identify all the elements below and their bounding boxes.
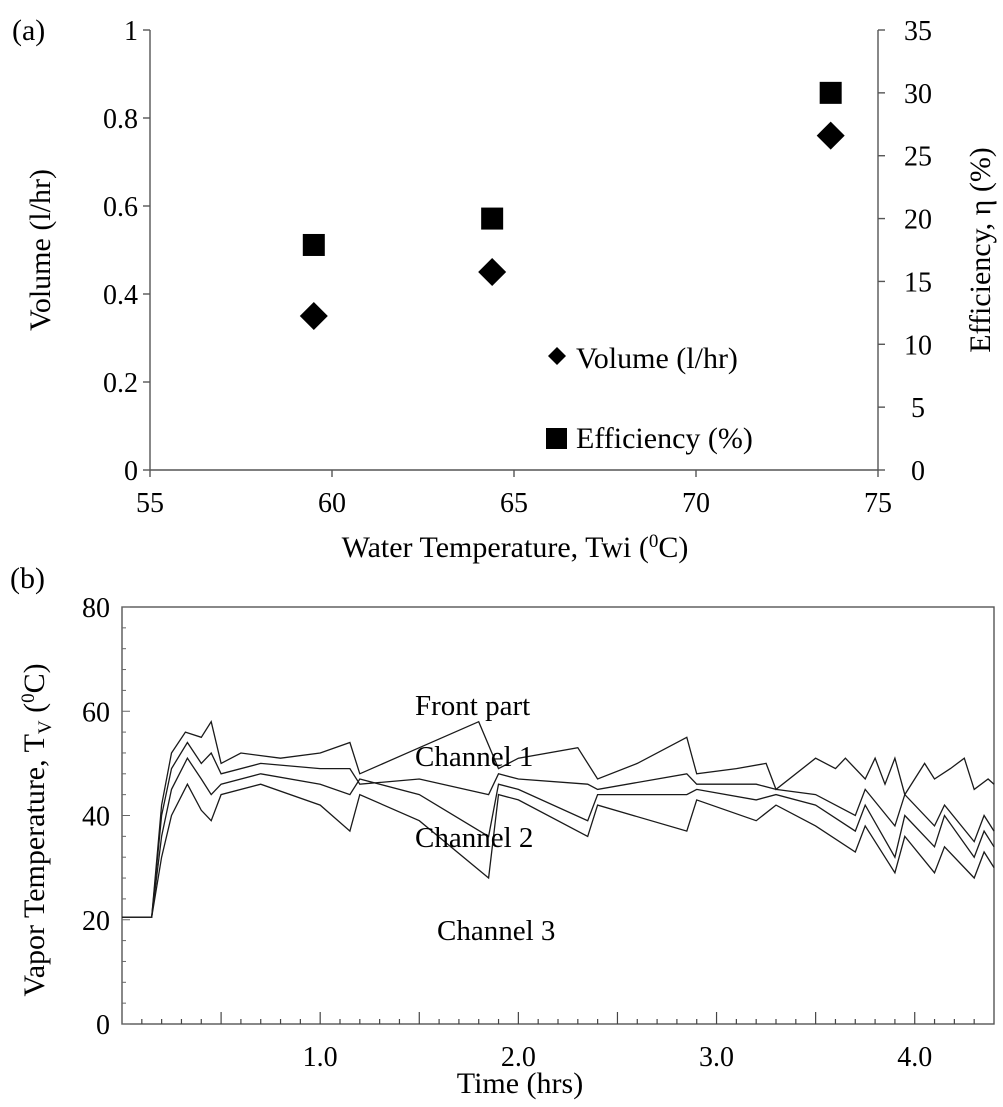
trace-channel-2 <box>122 756 995 918</box>
panel-a-right-y-ticks: 0 5 10 15 20 25 30 35 <box>878 16 932 487</box>
panel-b-y-tick-label: 0 <box>96 1010 110 1041</box>
panel-a-y-tick-label: 0.4 <box>103 280 138 311</box>
efficiency-point <box>819 81 842 104</box>
panel-a-y2-tick-label: 0 <box>911 456 925 487</box>
panel-a-scatter-chart: (a) 55 60 65 70 75 0 0.2 0.4 0.6 0.8 1 0 5 10 15 20 25… <box>12 14 997 564</box>
panel-b-x-tick-label: 4.0 <box>897 1042 932 1073</box>
panel-a-left-y-ticks: 0 0.2 0.4 0.6 0.8 1 <box>103 16 150 487</box>
panel-a-y-tick-label: 0.2 <box>103 368 138 399</box>
panel-a-label: (a) <box>12 14 45 47</box>
panel-a-y-tick-label: 0 <box>124 456 138 487</box>
legend-diamond-marker <box>548 347 566 365</box>
efficiency-point <box>481 207 504 230</box>
panel-a-x-axis-title: Water Temperature, Twi (0C) <box>342 531 689 564</box>
panel-b-traces <box>122 720 995 918</box>
panel-b-x-axis-title: Time (hrs) <box>457 1067 583 1100</box>
panel-a-y2-tick-label: 20 <box>904 205 932 236</box>
legend-square-marker <box>546 428 567 449</box>
panel-a-x-tick-label: 60 <box>318 488 346 519</box>
volume-point <box>299 302 328 330</box>
annotation-front-part: Front part <box>415 690 530 722</box>
panel-a-legend: Volume (l/hr) Efficiency (%) <box>546 342 753 455</box>
panel-a-y2-tick-label: 35 <box>904 16 932 47</box>
panel-a-x-tick-label: 55 <box>136 488 164 519</box>
panel-b-x-ticks: 1.0 2.0 3.0 4.0 <box>141 1012 975 1073</box>
panel-b-label: (b) <box>10 562 45 595</box>
annotation-channel-3: Channel 3 <box>437 915 555 947</box>
panel-b-y-tick-label: 60 <box>82 697 110 728</box>
panel-b-y-tick-label: 20 <box>82 906 110 937</box>
panel-a-y2-tick-label: 15 <box>904 267 932 298</box>
panel-a-left-y-axis-title: Volume (l/hr) <box>24 169 57 331</box>
legend-volume-label: Volume (l/hr) <box>576 342 738 375</box>
panel-b-plot-frame <box>121 606 995 1025</box>
panel-a-right-y-axis-title: Efficiency, η (%) <box>964 147 997 353</box>
panel-b-x-tick-label: 2.0 <box>501 1042 536 1073</box>
panel-b-x-tick-label: 3.0 <box>699 1042 734 1073</box>
panel-a-y2-tick-label: 5 <box>911 393 925 424</box>
panel-b-y-axis-title: Vapor Temperature, TV (0C) <box>18 663 56 996</box>
volume-point <box>816 121 845 150</box>
panel-a-y2-tick-label: 30 <box>904 79 932 110</box>
trace-front-part <box>122 720 995 918</box>
panel-a-x-tick-label: 65 <box>500 488 528 519</box>
panel-a-y2-tick-label: 25 <box>904 142 932 173</box>
panel-a-y-tick-label: 0.6 <box>103 192 138 223</box>
panel-b-line-chart: (b) 1.0 2.0 3.0 4.0 0 20 40 60 80 Front part Ch… <box>10 562 995 1100</box>
panel-a-x-ticks: 55 60 65 70 75 <box>136 470 892 519</box>
panel-b-y-tick-label: 40 <box>82 802 110 833</box>
trace-channel-1 <box>122 741 995 918</box>
panel-a-x-tick-label: 75 <box>864 488 892 519</box>
panel-a-x-tick-label: 70 <box>682 488 710 519</box>
panel-a-y2-tick-label: 10 <box>904 330 932 361</box>
efficiency-point <box>302 233 325 256</box>
panel-b-y-ticks: 0 20 40 60 80 <box>82 593 130 1041</box>
panel-b-y-tick-label: 80 <box>82 593 110 624</box>
panel-b-x-tick-label: 1.0 <box>303 1042 338 1073</box>
annotation-channel-2: Channel 2 <box>415 822 533 854</box>
legend-efficiency-label: Efficiency (%) <box>576 422 753 455</box>
trace-channel-3 <box>122 782 995 918</box>
annotation-channel-1: Channel 1 <box>415 741 533 773</box>
panel-a-y-tick-label: 1 <box>124 16 138 47</box>
volume-point <box>478 258 507 286</box>
panel-a-data-points <box>299 81 845 330</box>
panel-a-y-tick-label: 0.8 <box>103 104 138 135</box>
